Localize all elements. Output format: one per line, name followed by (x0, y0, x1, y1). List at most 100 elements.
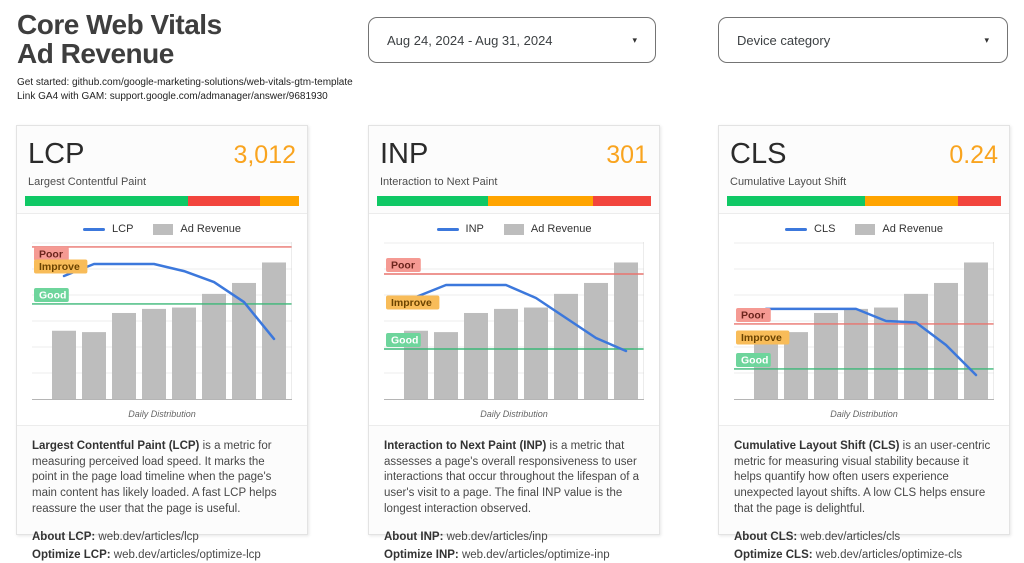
description-body: is a metric that assesses a page's overa… (384, 440, 640, 515)
revenue-bar (142, 308, 166, 399)
threshold-chip-good-label: Good (39, 289, 66, 301)
legend-label: CLS (814, 223, 836, 235)
threshold-chip-improve-label: Improve (39, 261, 80, 273)
distribution-bar (25, 196, 299, 206)
chart-legend: CLS Ad Revenue (727, 220, 1001, 238)
metric-line (764, 307, 978, 377)
description-links: About LCP: web.dev/articles/lcp Optimize… (32, 530, 292, 563)
description-links: About INP: web.dev/articles/inp Optimize… (384, 530, 644, 563)
description-lead: Interaction to Next Paint (INP) (384, 440, 547, 452)
about-label: About INP: (384, 531, 444, 544)
line-swatch-icon (785, 227, 808, 231)
distribution-segment-improve (487, 196, 593, 206)
optimize-url: web.dev/articles/optimize-lcp (110, 548, 261, 561)
date-range-select[interactable]: Aug 24, 2024 - Aug 31, 2024 ▾ (368, 17, 656, 63)
line-swatch-icon (436, 227, 459, 231)
description-body: is a metric for measuring perceived load… (32, 440, 277, 515)
dropdown-caret-icon: ▾ (632, 34, 637, 45)
about-label: About CLS: (734, 531, 798, 544)
chart-panel: INP Ad Revenue Poor Improve Good Daily Dis… (369, 213, 659, 426)
metric-description: Largest Contentful Paint (LCP) is a metr… (17, 426, 307, 563)
chart-caption: Daily Distribution (480, 409, 548, 419)
bar-swatch-icon (855, 223, 876, 235)
revenue-bar (934, 282, 958, 399)
threshold-chip-good (386, 333, 421, 347)
title-block: Core Web Vitals Ad Revenue Get started: … (17, 10, 353, 105)
legend-label: Ad Revenue (882, 223, 943, 235)
revenue-bar (232, 282, 256, 399)
metric-title: INP (380, 138, 429, 170)
metric-subtitle: Interaction to Next Paint (380, 176, 498, 188)
distribution-segment-poor (592, 196, 651, 206)
distribution-segment-good (727, 196, 865, 206)
about-link-line: About CLS: web.dev/articles/cls (734, 530, 994, 546)
metric-title: CLS (730, 138, 787, 170)
distribution-segment-good (25, 196, 189, 206)
revenue-bar (262, 262, 286, 399)
distribution-segment-improve (259, 196, 299, 206)
line-swatch-icon (83, 227, 106, 231)
revenue-bar (464, 312, 488, 399)
device-category-select[interactable]: Device category ▾ (718, 17, 1008, 63)
page-subtitle: Get started: github.com/google-marketing… (17, 76, 353, 105)
optimize-url: web.dev/articles/optimize-cls (812, 548, 963, 561)
metric-value: 0.24 (949, 141, 998, 169)
chart-caption: Daily Distribution (128, 409, 196, 419)
legend-item-revenue: Ad Revenue (503, 223, 592, 235)
revenue-bar (494, 308, 518, 399)
optimize-label: Optimize CLS: (734, 548, 813, 561)
distribution-segment-poor (957, 196, 1001, 206)
description-paragraph: Cumulative Layout Shift (CLS) is an user… (734, 439, 994, 517)
threshold-chip-improve (736, 330, 790, 345)
metric-description: Cumulative Layout Shift (CLS) is an user… (719, 426, 1009, 563)
threshold-chip-poor (34, 246, 69, 261)
about-url: web.dev/articles/inp (443, 531, 548, 544)
description-links: About CLS: web.dev/articles/cls Optimize… (734, 530, 994, 563)
revenue-bar (614, 262, 638, 399)
threshold-chip-improve (34, 259, 88, 274)
threshold-chip-good-label: Good (391, 335, 418, 347)
legend-label: LCP (112, 223, 134, 235)
legend-label: Ad Revenue (530, 223, 592, 235)
optimize-link-line: Optimize INP: web.dev/articles/optimize-… (384, 548, 644, 563)
bar-swatch-icon (153, 223, 174, 235)
link-ga4-line: Link GA4 with GAM: support.google.com/ad… (17, 91, 328, 103)
distribution-segment-good (377, 196, 488, 206)
legend-item-metric: INP (436, 223, 484, 235)
revenue-bar (172, 307, 196, 399)
description-lead: Largest Contentful Paint (LCP) (32, 440, 200, 452)
threshold-chip-poor (736, 307, 771, 322)
description-body: is an user-centric metric for measuring … (734, 440, 991, 515)
metric-card: LCP 3,012 Largest Contentful Paint LCP A… (16, 125, 308, 561)
page-title-line2: Ad Revenue (17, 38, 174, 70)
about-label: About LCP: (32, 531, 96, 544)
optimize-link-line: Optimize LCP: web.dev/articles/optimize-… (32, 548, 292, 563)
threshold-chip-good (34, 287, 69, 302)
revenue-bar (554, 293, 578, 399)
device-category-value: Device category (737, 32, 831, 48)
revenue-bar (112, 312, 136, 399)
chart-caption: Daily Distribution (830, 409, 898, 419)
legend-label: Ad Revenue (180, 223, 241, 235)
optimize-link-line: Optimize CLS: web.dev/articles/optimize-… (734, 548, 994, 563)
about-url: web.dev/articles/cls (797, 531, 901, 544)
revenue-bar (964, 262, 988, 399)
chart-panel: LCP Ad Revenue Poor Improve Good Daily Dis… (17, 213, 307, 426)
metric-description: Interaction to Next Paint (INP) is a met… (369, 426, 659, 563)
threshold-chip-good (736, 352, 771, 367)
page-title-line1: Core Web Vitals (17, 9, 222, 40)
about-link-line: About INP: web.dev/articles/inp (384, 530, 644, 546)
revenue-bar (52, 330, 76, 399)
optimize-label: Optimize INP: (384, 548, 459, 561)
date-range-value: Aug 24, 2024 - Aug 31, 2024 (387, 32, 553, 48)
chart-legend: INP Ad Revenue (377, 220, 651, 238)
about-url: web.dev/articles/lcp (95, 531, 199, 544)
threshold-chip-improve (386, 295, 440, 310)
legend-item-revenue: Ad Revenue (153, 223, 241, 235)
bar-swatch-icon (503, 223, 524, 235)
revenue-bar (524, 307, 548, 399)
chart-panel: CLS Ad Revenue Poor Improve Good Daily Dis… (719, 213, 1009, 426)
